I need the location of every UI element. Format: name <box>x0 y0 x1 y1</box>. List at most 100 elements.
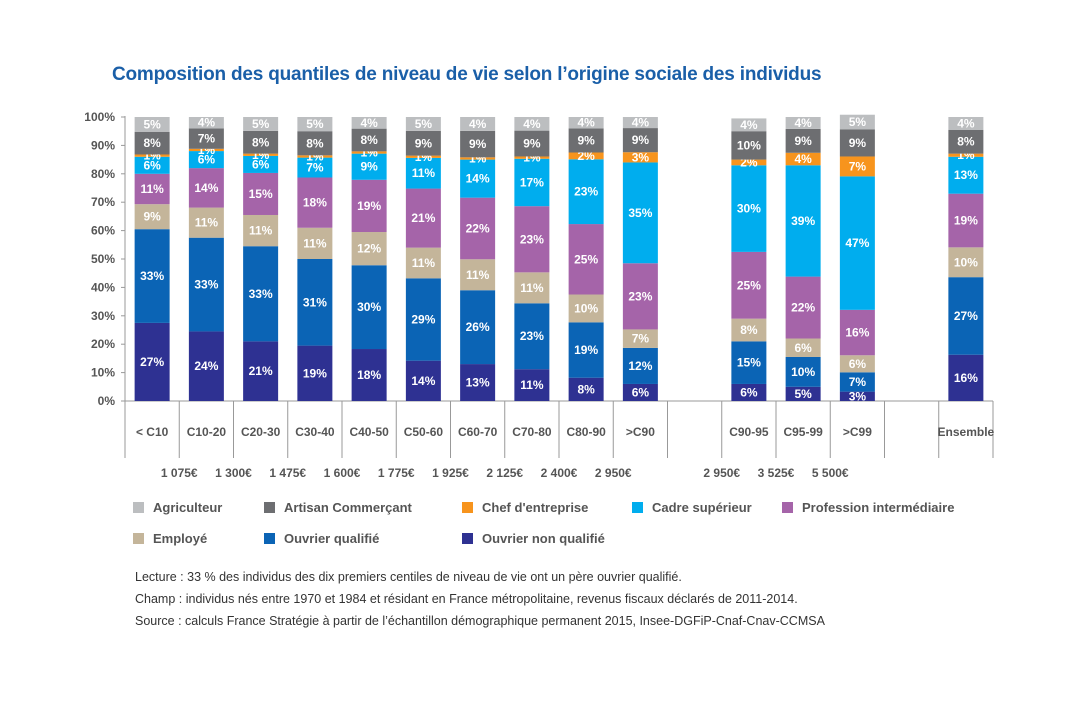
data-label: 5% <box>143 117 161 131</box>
data-label: 3% <box>849 389 867 403</box>
data-label: 4% <box>577 116 595 130</box>
data-label: 25% <box>737 278 761 292</box>
data-label: 21% <box>411 211 435 225</box>
data-label: 16% <box>954 371 978 385</box>
bar-segment <box>134 229 170 323</box>
data-label: 5% <box>306 117 324 131</box>
bar-segment <box>188 207 224 238</box>
data-label: 10% <box>574 301 598 315</box>
note-source: Source : calculs France Stratégie à part… <box>135 614 825 628</box>
data-label: 3% <box>632 150 650 164</box>
bar-segment <box>514 303 550 370</box>
data-label: 4% <box>794 116 812 130</box>
legend-label: Chef d'entreprise <box>482 500 589 515</box>
stacked-bar-chart: 0% 10% 20% 30% 40% 50% 60% 70% 80% 90% 100% < C10 C1… <box>84 110 994 480</box>
bar-segment <box>188 128 224 149</box>
bar-segment <box>134 117 170 132</box>
category-label: C40-50 <box>349 425 389 439</box>
bar-segment <box>351 128 387 152</box>
data-label: 26% <box>466 320 490 334</box>
legend-item-artisan: Artisan Commerçant <box>264 500 412 515</box>
data-label: 23% <box>574 185 598 199</box>
bar-segment <box>134 173 170 205</box>
data-label: 12% <box>357 242 381 256</box>
data-label: 8% <box>577 382 595 396</box>
legend-swatch <box>133 502 144 513</box>
chart-legend: Agriculteur Artisan Commerçant Chef d'en… <box>133 500 1013 556</box>
data-label: 31% <box>303 295 327 309</box>
data-label: 25% <box>574 252 598 266</box>
data-label: 9% <box>794 134 812 148</box>
bar-segment <box>351 265 387 350</box>
legend-item-agriculteur: Agriculteur <box>133 500 222 515</box>
bar-segment <box>514 117 550 131</box>
data-label: 15% <box>737 356 761 370</box>
data-label: 9% <box>469 137 487 151</box>
data-label: 29% <box>411 312 435 326</box>
data-label: 22% <box>791 301 815 315</box>
bar-segment <box>948 156 984 194</box>
bar-segment <box>188 117 224 129</box>
data-label: 33% <box>194 278 218 292</box>
data-label: 14% <box>194 181 218 195</box>
data-label: 11% <box>249 224 273 238</box>
category-label: C90-95 <box>729 425 769 439</box>
bar-segment <box>243 130 279 154</box>
data-label: 7% <box>849 159 867 173</box>
data-label: 9% <box>577 133 595 147</box>
data-label: 11% <box>520 281 544 295</box>
data-label: 13% <box>954 168 978 182</box>
data-label: 7% <box>849 375 867 389</box>
bar-segment <box>460 157 496 160</box>
bar-segment <box>243 172 279 215</box>
threshold-label: 3 525€ <box>758 466 795 480</box>
bar-segment <box>514 272 550 304</box>
bar-segment <box>243 246 279 342</box>
bar-segment <box>568 322 604 378</box>
bar-segment <box>622 152 658 163</box>
chart-title: Composition des quantiles de niveau de v… <box>112 64 822 85</box>
legend-label: Profession intermédiaire <box>802 500 955 515</box>
category-label: >C90 <box>626 425 655 439</box>
legend-swatch <box>782 502 793 513</box>
bar-segment <box>243 341 279 401</box>
data-label: 15% <box>249 187 273 201</box>
bar-segment <box>839 355 875 373</box>
bar-segment <box>297 131 333 156</box>
data-label: 4% <box>198 116 216 130</box>
bar-segment <box>405 278 441 361</box>
data-label: 5% <box>415 117 433 131</box>
threshold-label: 1 300€ <box>215 466 252 480</box>
bar-segment <box>731 131 767 160</box>
legend-item-ouvrier-non-qualifie: Ouvrier non qualifié <box>462 531 605 546</box>
bar-segment <box>785 338 821 357</box>
bar-segment <box>731 383 767 401</box>
data-label: 6% <box>740 385 758 399</box>
legend-swatch <box>264 533 275 544</box>
bar-segment <box>188 151 224 169</box>
data-label: 27% <box>954 309 978 323</box>
data-label: 11% <box>466 268 490 282</box>
bar-segment <box>297 177 333 228</box>
data-label: 39% <box>791 214 815 228</box>
bar-segment <box>351 232 387 266</box>
bar-segment <box>785 165 821 277</box>
note-champ: Champ : individus nés entre 1970 et 1984… <box>135 592 798 606</box>
data-label: 33% <box>249 287 273 301</box>
data-label: 4% <box>957 116 975 130</box>
category-label: C95-99 <box>783 425 823 439</box>
bar-segment <box>839 372 875 392</box>
legend-swatch <box>462 533 473 544</box>
bar-segment <box>568 159 604 225</box>
data-label: 22% <box>466 221 490 235</box>
bar-segment <box>839 156 875 177</box>
threshold-label: 1 075€ <box>161 466 198 480</box>
bar-segment <box>622 128 658 153</box>
bar-segment <box>948 129 984 154</box>
bar-segment <box>948 354 984 401</box>
bar-segment <box>297 259 333 346</box>
threshold-label: 2 125€ <box>486 466 523 480</box>
chart-notes: Lecture : 33 % des individus des dix pre… <box>135 570 825 636</box>
data-label: 30% <box>357 300 381 314</box>
threshold-label: 2 950€ <box>703 466 740 480</box>
